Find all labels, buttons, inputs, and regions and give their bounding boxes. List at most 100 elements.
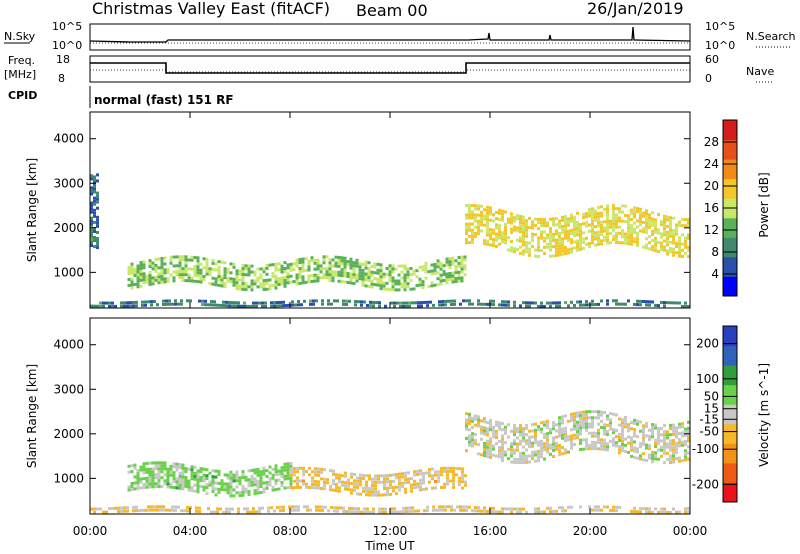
echo-cell [642,452,645,456]
echo-cell [633,230,636,234]
echo-cell [642,245,645,249]
echo-cell [305,482,308,486]
echo-cell [386,477,389,481]
echo-cell [525,244,528,248]
echo-cell [654,243,657,247]
echo-cell [398,475,401,479]
echo-cell [283,486,287,490]
echo-cell [283,269,287,273]
echo-cell [443,485,446,489]
echo-cell [504,507,507,511]
echo-cell [403,264,407,268]
echo-cell [549,239,552,243]
echo-cell [391,276,395,280]
echo-cell [422,471,425,475]
echo-cell [193,489,197,493]
echo-cell [465,424,468,428]
echo-cell [606,505,609,509]
echo-cell [612,207,615,211]
echo-cell [651,239,654,243]
echo-cell [516,457,519,461]
echo-cell [184,270,188,274]
echo-cell [332,469,335,473]
echo-cell [295,279,299,283]
echo-cell [127,277,131,281]
echo-cell [501,437,504,441]
echo-cell [624,302,627,306]
echo-cell [184,470,188,474]
echo-cell [357,300,360,304]
nsky-tick-bottom: 10^0 [52,39,82,52]
colorbar-tick-label: 28 [704,135,719,149]
echo-cell [455,473,458,477]
echo-cell [374,480,377,484]
echo-cell [519,458,522,462]
echo-cell [564,509,567,513]
echo-cell [522,234,525,238]
echo-cell [543,230,546,234]
echo-cell [154,473,158,477]
echo-cell [330,302,333,306]
echo-cell [463,264,467,268]
echo-cell [540,233,543,237]
echo-cell [129,301,132,305]
echo-cell [666,445,669,449]
echo-cell [567,220,570,224]
echo-cell [348,510,351,514]
echo-cell [181,267,185,271]
echo-cell [160,476,164,480]
echo-cell [253,477,257,481]
echo-cell [238,287,242,291]
echo-cell [379,266,383,270]
echo-cell [285,303,288,307]
echo-cell [531,238,534,242]
echo-cell [416,485,419,489]
echo-cell [660,433,663,437]
echo-cell [510,448,513,452]
echo-cell [573,218,576,222]
echo-cell [166,485,170,489]
echo-cell [465,231,468,235]
echo-cell [645,446,648,450]
echo-cell [654,445,657,449]
echo-cell [445,272,449,276]
echo-cell [495,244,498,248]
echo-cell [130,286,134,290]
echo-cell [343,280,347,284]
echo-cell [552,439,555,443]
echo-cell [430,263,434,267]
echo-cell [255,510,258,514]
echo-cell [355,264,359,268]
echo-cell [414,301,417,305]
echo-cell [624,450,627,454]
echo-cell [383,486,386,490]
echo-cell [579,505,582,509]
echo-cell [612,505,615,509]
echo-cell [292,268,296,272]
echo-cell [645,425,648,429]
echo-cell [270,301,273,305]
echo-cell [90,210,93,214]
echo-cell [642,424,645,428]
echo-cell [666,237,669,241]
echo-cell [603,429,606,433]
echo-cell [594,209,597,213]
echo-cell [268,284,272,288]
echo-cell [344,474,347,478]
echo-cell [250,282,254,286]
echo-cell [489,440,492,444]
colorbar-swatch [723,326,737,347]
echo-cell [259,476,263,480]
echo-cell [346,272,350,276]
echo-cell [444,299,447,303]
echo-cell [471,204,474,208]
echo-cell [291,300,294,304]
echo-cell [570,419,573,423]
echo-cell [531,435,534,439]
echo-cell [546,432,549,436]
echo-cell [591,422,594,426]
echo-cell [378,301,381,305]
echo-cell [172,462,176,466]
echo-cell [675,301,678,305]
echo-cell [231,304,234,308]
